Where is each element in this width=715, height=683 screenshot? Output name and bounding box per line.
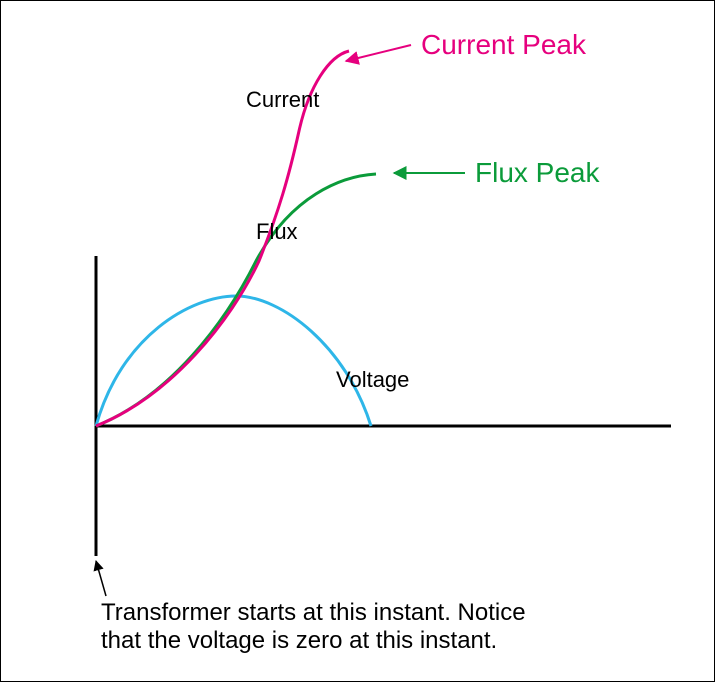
current-peak-label: Current Peak	[421, 29, 586, 61]
current-label: Current	[246, 87, 319, 113]
current-peak-arrow	[346, 45, 411, 61]
footer-text-line1: Transformer starts at this instant. Noti…	[101, 599, 526, 627]
chart-svg	[1, 1, 715, 683]
flux-peak-label: Flux Peak	[475, 157, 600, 189]
footer-arrow	[96, 561, 106, 596]
voltage-label: Voltage	[336, 367, 409, 393]
voltage-curve	[96, 296, 371, 426]
footer-text-line2: that the voltage is zero at this instant…	[101, 627, 497, 655]
flux-label: Flux	[256, 219, 298, 245]
